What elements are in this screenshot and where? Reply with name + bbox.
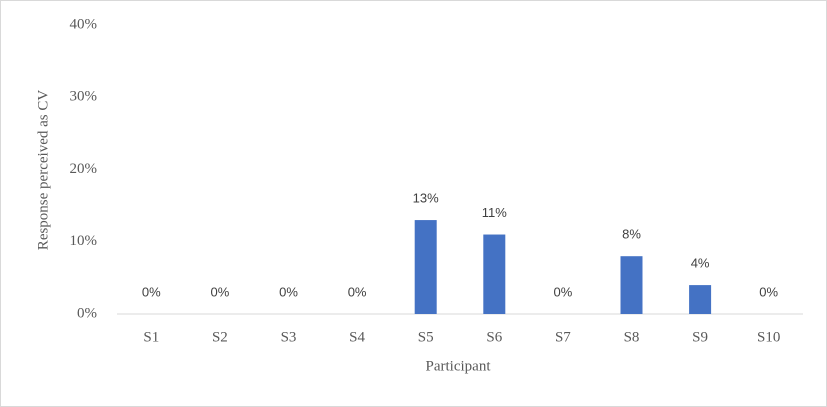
x-axis-title: Participant xyxy=(426,358,492,374)
data-label: 0% xyxy=(554,284,573,299)
y-axis-title: Response perceived as CV xyxy=(35,90,51,251)
bar xyxy=(620,256,643,314)
data-label: 11% xyxy=(482,205,507,220)
x-tick-label: S6 xyxy=(486,329,502,345)
x-tick-label: S10 xyxy=(757,329,780,345)
x-tick-label: S2 xyxy=(212,329,228,345)
bar xyxy=(689,285,712,314)
data-label: 0% xyxy=(142,284,161,299)
x-tick-label: S8 xyxy=(624,329,640,345)
y-tick-label: 20% xyxy=(70,161,98,177)
x-tick-label: S7 xyxy=(555,329,571,345)
x-tick-label: S5 xyxy=(418,329,434,345)
x-tick-label: S1 xyxy=(143,329,159,345)
bar xyxy=(483,234,506,314)
data-label: 0% xyxy=(279,284,298,299)
data-label: 8% xyxy=(622,227,641,242)
data-label: 13% xyxy=(413,191,439,206)
bar xyxy=(414,220,437,314)
x-tick-label: S4 xyxy=(349,329,365,345)
x-tick-label: S9 xyxy=(692,329,708,345)
data-label: 0% xyxy=(759,284,778,299)
x-tick-label: S3 xyxy=(281,329,297,345)
data-label: 0% xyxy=(211,284,230,299)
y-tick-label: 30% xyxy=(70,89,98,105)
data-label: 0% xyxy=(348,284,367,299)
y-tick-label: 10% xyxy=(70,233,98,249)
y-tick-label: 40% xyxy=(70,16,98,32)
y-tick-label: 0% xyxy=(77,305,97,321)
data-label: 4% xyxy=(691,256,710,271)
